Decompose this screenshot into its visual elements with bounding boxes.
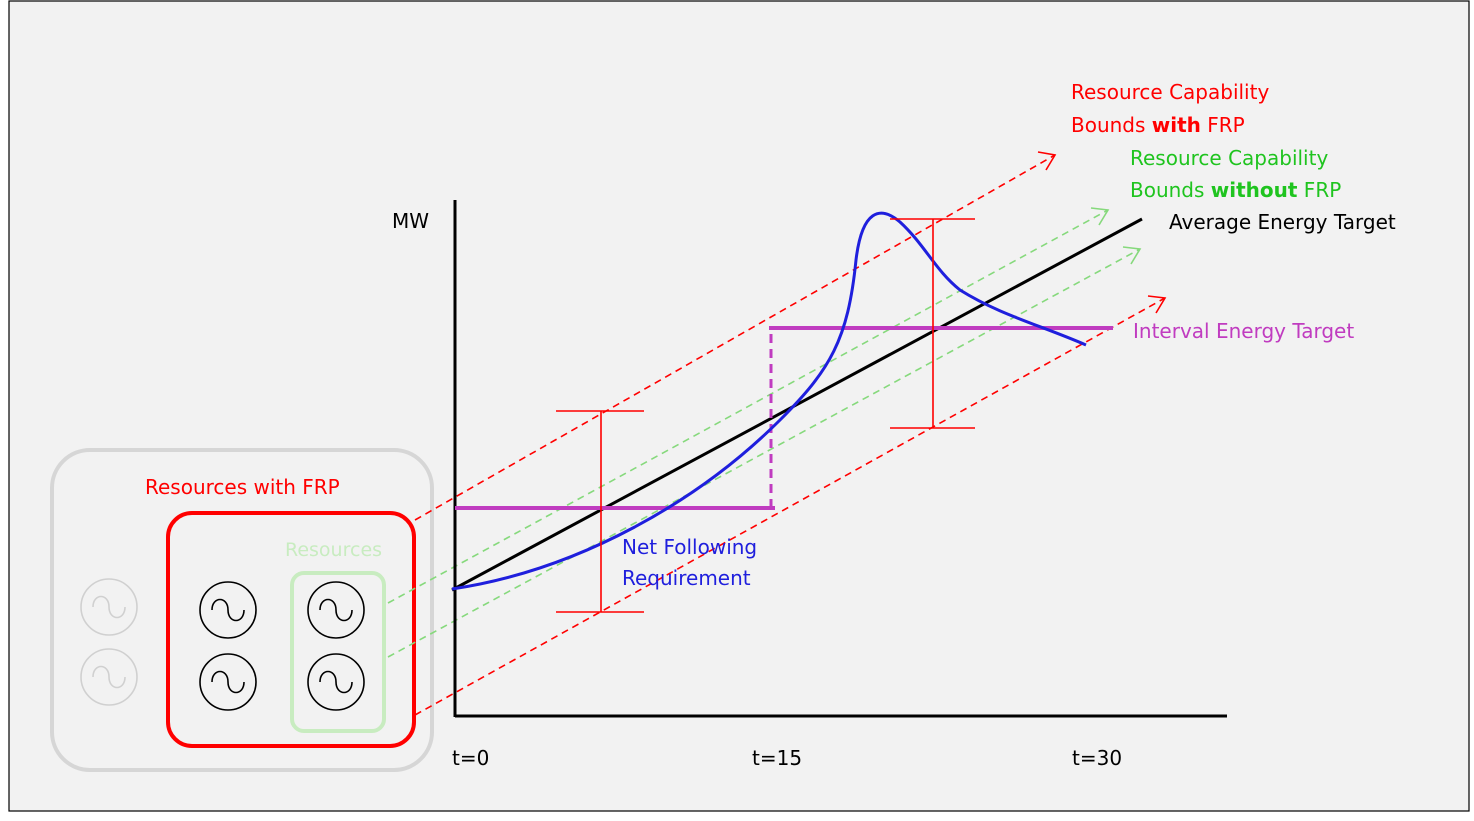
interval-energy-target-label: Interval Energy Target xyxy=(1133,319,1354,343)
diagram-frame xyxy=(9,1,1469,811)
tick-label-t30: t=30 xyxy=(1072,746,1122,770)
net-following-label-line1: Net Following xyxy=(622,535,757,559)
net-following-label-line2: Requirement xyxy=(622,566,751,590)
average-energy-target-label: Average Energy Target xyxy=(1169,210,1396,234)
cap-with-frp-label-line1: Resource Capability xyxy=(1071,80,1269,104)
tick-label-t15: t=15 xyxy=(752,746,802,770)
tick-label-t0: t=0 xyxy=(452,746,489,770)
cap-without-frp-label-line1: Resource Capability xyxy=(1130,146,1328,170)
y-axis-label: MW xyxy=(392,209,429,233)
cap-without-frp-label-line2: Bounds without FRP xyxy=(1130,178,1341,202)
resources-label: Resources xyxy=(285,539,382,561)
resources-with-frp-label: Resources with FRP xyxy=(145,475,340,499)
cap-with-frp-label-line2: Bounds with FRP xyxy=(1071,113,1245,137)
